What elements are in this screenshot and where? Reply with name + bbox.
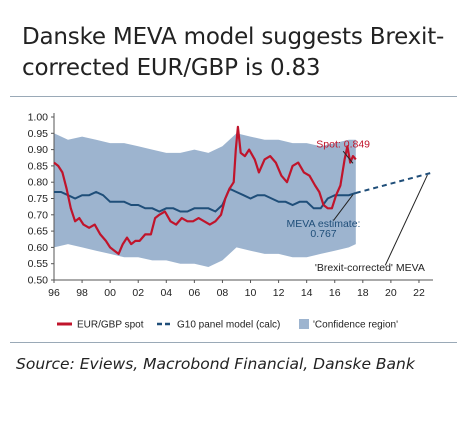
x-tick-label: 98: [76, 287, 88, 299]
legend-swatch-confidence: [299, 319, 309, 329]
spot-pointer-line: [342, 150, 354, 164]
meva-pointer-line: [332, 194, 354, 221]
y-tick-label: 0.55: [28, 258, 49, 270]
brexit-meva-pointer-line: [384, 174, 428, 266]
x-tick-label: 96: [48, 287, 60, 299]
x-tick-label: 18: [357, 287, 369, 299]
confidence-region-band: [54, 133, 356, 267]
bottom-divider: [10, 342, 457, 343]
series-line-brexit-corrected-meva: [355, 171, 434, 194]
top-divider: [10, 96, 457, 97]
y-tick-label: 0.90: [28, 144, 49, 156]
legend-label-confidence: 'Confidence region': [313, 320, 398, 331]
x-tick-label: 10: [245, 287, 257, 299]
x-tick-label: 06: [189, 287, 201, 299]
chart-title-line-2: corrected EUR/GBP is 0.83: [22, 55, 321, 81]
x-tick-label: 08: [217, 287, 229, 299]
x-tick-label: 16: [329, 287, 341, 299]
chart-plot: 1.00 0.95 0.90 0.85 0.80 0.75 0.70 0.65 0.60 0.55…: [28, 112, 434, 331]
y-tick-label: 0.75: [28, 193, 49, 205]
spot-annotation-label: Spot: 0.849: [316, 139, 370, 151]
legend-label-spot: EUR/GBP spot: [77, 320, 144, 331]
legend-label-model: G10 panel model (calc): [177, 320, 280, 331]
chart-title-line-1: Danske MEVA model suggests Brexit-: [22, 24, 445, 50]
y-tick-label: 0.60: [28, 242, 49, 254]
y-tick-label: 0.85: [28, 160, 49, 172]
y-tick-label: 0.80: [28, 177, 49, 189]
meva-estimate-label: MEVA estimate:: [287, 218, 361, 230]
y-tick-label: 0.95: [28, 128, 49, 140]
y-tick-label: 0.65: [28, 226, 49, 238]
x-tick-label: 22: [413, 287, 425, 299]
x-tick-label: 00: [104, 287, 116, 299]
x-tick-label: 20: [385, 287, 397, 299]
chart-title: Danske MEVA model suggests Brexit- corre…: [22, 22, 452, 84]
x-tick-label: 12: [273, 287, 285, 299]
y-tick-label: 0.50: [28, 275, 49, 287]
x-tick-label: 02: [132, 287, 144, 299]
y-tick-label: 0.70: [28, 209, 49, 221]
meva-estimate-value: 0.767: [310, 228, 336, 240]
source-note: Source: Eviews, Macrobond Financial, Dan…: [16, 355, 415, 373]
x-tick-label: 04: [160, 287, 172, 299]
series-line-g10-model: [54, 187, 357, 213]
x-tick-label: 14: [301, 287, 313, 299]
brexit-corrected-meva-label: 'Brexit-corrected' MEVA: [315, 262, 425, 274]
series-line-eurgbp-spot: [53, 125, 357, 255]
y-tick-label: 1.00: [28, 112, 49, 124]
